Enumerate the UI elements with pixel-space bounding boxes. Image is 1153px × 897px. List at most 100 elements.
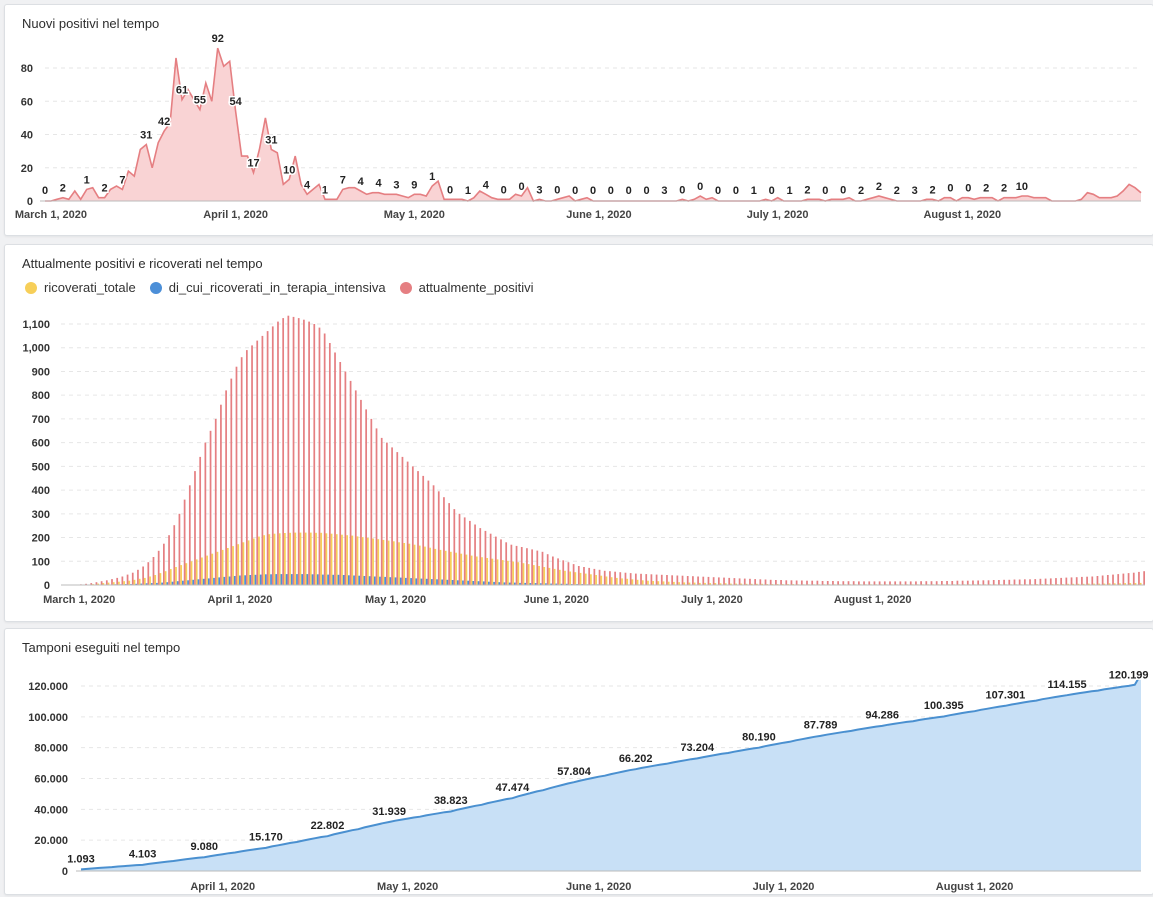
data-label: 0 bbox=[518, 181, 524, 193]
bar-attualmente-positivi bbox=[811, 580, 814, 585]
bar-terapia-intensiva bbox=[301, 574, 304, 585]
data-label: 4 bbox=[483, 179, 490, 191]
x-tick-label: August 1, 2020 bbox=[936, 881, 1014, 893]
bar-attualmente-positivi bbox=[194, 471, 196, 585]
bar-ricoverati bbox=[719, 583, 722, 585]
data-label: 0 bbox=[697, 181, 703, 193]
y-tick-label: 40.000 bbox=[34, 804, 68, 816]
bar-terapia-intensiva bbox=[529, 583, 532, 585]
area-fill bbox=[45, 48, 1141, 201]
bar-terapia-intensiva bbox=[176, 581, 179, 585]
bar-attualmente-positivi bbox=[852, 581, 855, 585]
bar-ricoverati bbox=[294, 532, 297, 585]
bar-attualmente-positivi bbox=[1127, 573, 1130, 585]
bar-attualmente-positivi bbox=[526, 548, 528, 585]
bar-ricoverati bbox=[382, 539, 385, 585]
data-label: 0 bbox=[572, 185, 578, 197]
legend-item-ricoverati[interactable]: ricoverati_totale bbox=[25, 280, 136, 295]
bar-attualmente-positivi bbox=[204, 442, 207, 585]
bar-attualmente-positivi bbox=[645, 574, 648, 585]
bar-attualmente-positivi bbox=[790, 580, 793, 585]
bar-attualmente-positivi bbox=[489, 533, 492, 585]
bar-attualmente-positivi bbox=[577, 566, 580, 585]
chart-card-attualmente-positivi: Attualmente positivi e ricoverati nel te… bbox=[4, 244, 1153, 622]
bar-terapia-intensiva bbox=[503, 582, 506, 585]
bar-attualmente-positivi bbox=[972, 580, 974, 585]
bar-terapia-intensiva bbox=[488, 581, 490, 585]
bar-attualmente-positivi bbox=[463, 517, 466, 585]
data-label: 2 bbox=[876, 181, 882, 193]
data-label: 92 bbox=[212, 33, 224, 45]
bar-ricoverati bbox=[387, 540, 390, 585]
bar-terapia-intensiva bbox=[560, 583, 563, 585]
data-label: 107.301 bbox=[986, 690, 1026, 702]
bar-attualmente-positivi bbox=[899, 581, 902, 585]
bar-terapia-intensiva bbox=[358, 575, 361, 585]
bar-ricoverati bbox=[460, 553, 463, 585]
attualmente-positivi-chart[interactable]: 0 100 200 300 400 500 600 700 800 900 1,000 1,100 Ma… bbox=[5, 245, 1153, 621]
bar-terapia-intensiva bbox=[399, 577, 402, 585]
bar-attualmente-positivi bbox=[515, 545, 518, 585]
x-tick-label: July 1, 2020 bbox=[753, 881, 815, 893]
legend-label: ricoverati_totale bbox=[44, 280, 136, 295]
bar-attualmente-positivi bbox=[282, 318, 285, 585]
bar-attualmente-positivi bbox=[951, 581, 954, 585]
data-label: 61 bbox=[176, 85, 188, 97]
chart-title: Nuovi positivi nel tempo bbox=[22, 16, 160, 31]
bar-attualmente-positivi bbox=[961, 580, 964, 585]
bar-attualmente-positivi bbox=[474, 524, 476, 585]
x-tick-label: July 1, 2020 bbox=[681, 594, 743, 606]
bar-attualmente-positivi bbox=[557, 558, 559, 585]
bar-ricoverati bbox=[714, 583, 717, 585]
bar-ricoverati bbox=[730, 583, 732, 585]
bar-attualmente-positivi bbox=[692, 576, 694, 585]
chart-title: Tamponi eseguiti nel tempo bbox=[22, 640, 181, 655]
bar-attualmente-positivi bbox=[832, 581, 834, 585]
bar-terapia-intensiva bbox=[410, 578, 412, 585]
bar-attualmente-positivi bbox=[188, 485, 191, 585]
bar-ricoverati bbox=[263, 535, 266, 585]
y-tick-label: 100.000 bbox=[28, 712, 68, 724]
bar-attualmente-positivi bbox=[220, 404, 222, 585]
bar-attualmente-positivi bbox=[111, 579, 113, 585]
bar-ricoverati bbox=[709, 583, 712, 585]
bar-attualmente-positivi bbox=[230, 378, 233, 585]
bar-attualmente-positivi bbox=[759, 579, 762, 585]
bar-ricoverati bbox=[667, 581, 670, 585]
bar-attualmente-positivi bbox=[1049, 578, 1052, 585]
bar-attualmente-positivi bbox=[401, 456, 404, 585]
x-tick-label: June 1, 2020 bbox=[524, 594, 589, 606]
bar-ricoverati bbox=[1129, 583, 1132, 585]
bar-attualmente-positivi bbox=[806, 580, 808, 585]
bar-terapia-intensiva bbox=[145, 583, 148, 585]
bar-attualmente-positivi bbox=[909, 581, 912, 585]
bar-attualmente-positivi bbox=[904, 581, 907, 585]
data-label: 2 bbox=[983, 183, 989, 195]
bar-attualmente-positivi bbox=[634, 573, 637, 585]
bar-ricoverati bbox=[470, 555, 473, 585]
x-tick-label: May 1, 2020 bbox=[384, 209, 445, 221]
legend-item-positivi[interactable]: attualmente_positivi bbox=[399, 280, 534, 295]
bar-ricoverati bbox=[299, 532, 302, 585]
bar-attualmente-positivi bbox=[614, 571, 616, 585]
tamponi-chart[interactable]: 0 20.000 40.000 60.000 80.000 100.000 120.000 1… bbox=[5, 629, 1153, 894]
bar-attualmente-positivi bbox=[360, 399, 362, 585]
bar-terapia-intensiva bbox=[213, 577, 215, 585]
legend-item-terapia[interactable]: di_cui_ricoverati_in_terapia_intensiva bbox=[149, 280, 386, 295]
y-tick-label: 900 bbox=[32, 366, 50, 378]
data-label: 0 bbox=[947, 183, 953, 195]
data-label: 2 bbox=[858, 185, 864, 197]
bar-attualmente-positivi bbox=[785, 580, 788, 585]
bar-terapia-intensiva bbox=[265, 574, 267, 585]
bar-terapia-intensiva bbox=[275, 574, 278, 585]
bar-attualmente-positivi bbox=[1081, 576, 1083, 585]
bar-terapia-intensiva bbox=[513, 582, 516, 585]
y-tick-label: 80 bbox=[21, 63, 33, 75]
bar-attualmente-positivi bbox=[702, 576, 705, 585]
bar-attualmente-positivi bbox=[168, 535, 170, 585]
bar-ricoverati bbox=[252, 538, 255, 585]
bar-terapia-intensiva bbox=[140, 583, 143, 585]
data-label: 7 bbox=[340, 174, 346, 186]
bar-ricoverati bbox=[574, 572, 577, 585]
